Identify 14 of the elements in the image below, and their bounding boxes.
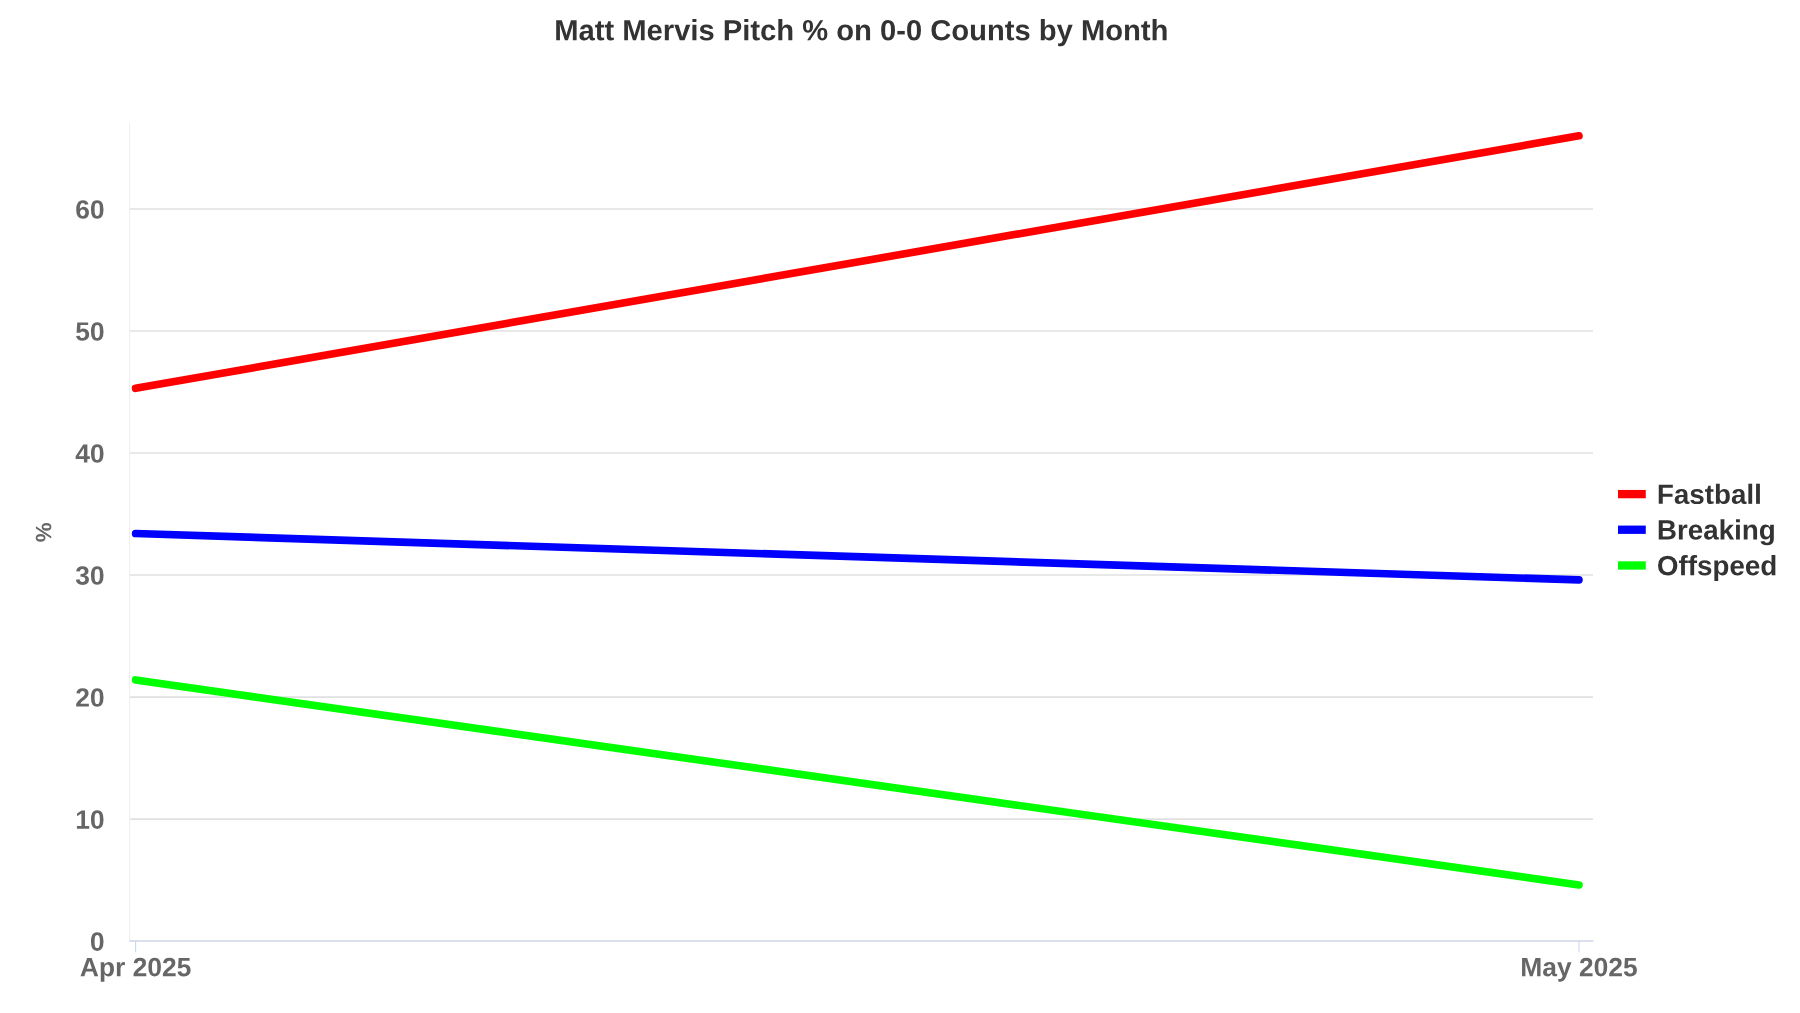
y-tick-label: 40 [75, 444, 104, 463]
y-tick-label: 30 [75, 566, 104, 585]
legend-label: Offspeed [1658, 555, 1776, 581]
y-tick-label: 20 [76, 688, 104, 707]
y-tick-label: 10 [76, 810, 104, 829]
x-tick-label: Apr 2025 [80, 957, 191, 982]
y-axis-title: % [35, 523, 52, 542]
y-tick-label: 50 [76, 322, 104, 341]
legend-label: Fastball [1658, 483, 1760, 505]
y-tick-label: 0 [90, 932, 104, 951]
chart-title: Matt Mervis Pitch % on 0-0 Counts by Month [556, 19, 1167, 47]
y-tick-label: 60 [76, 200, 104, 219]
legend-label: Breaking [1658, 519, 1774, 546]
x-tick-label: May 2025 [1522, 957, 1637, 982]
